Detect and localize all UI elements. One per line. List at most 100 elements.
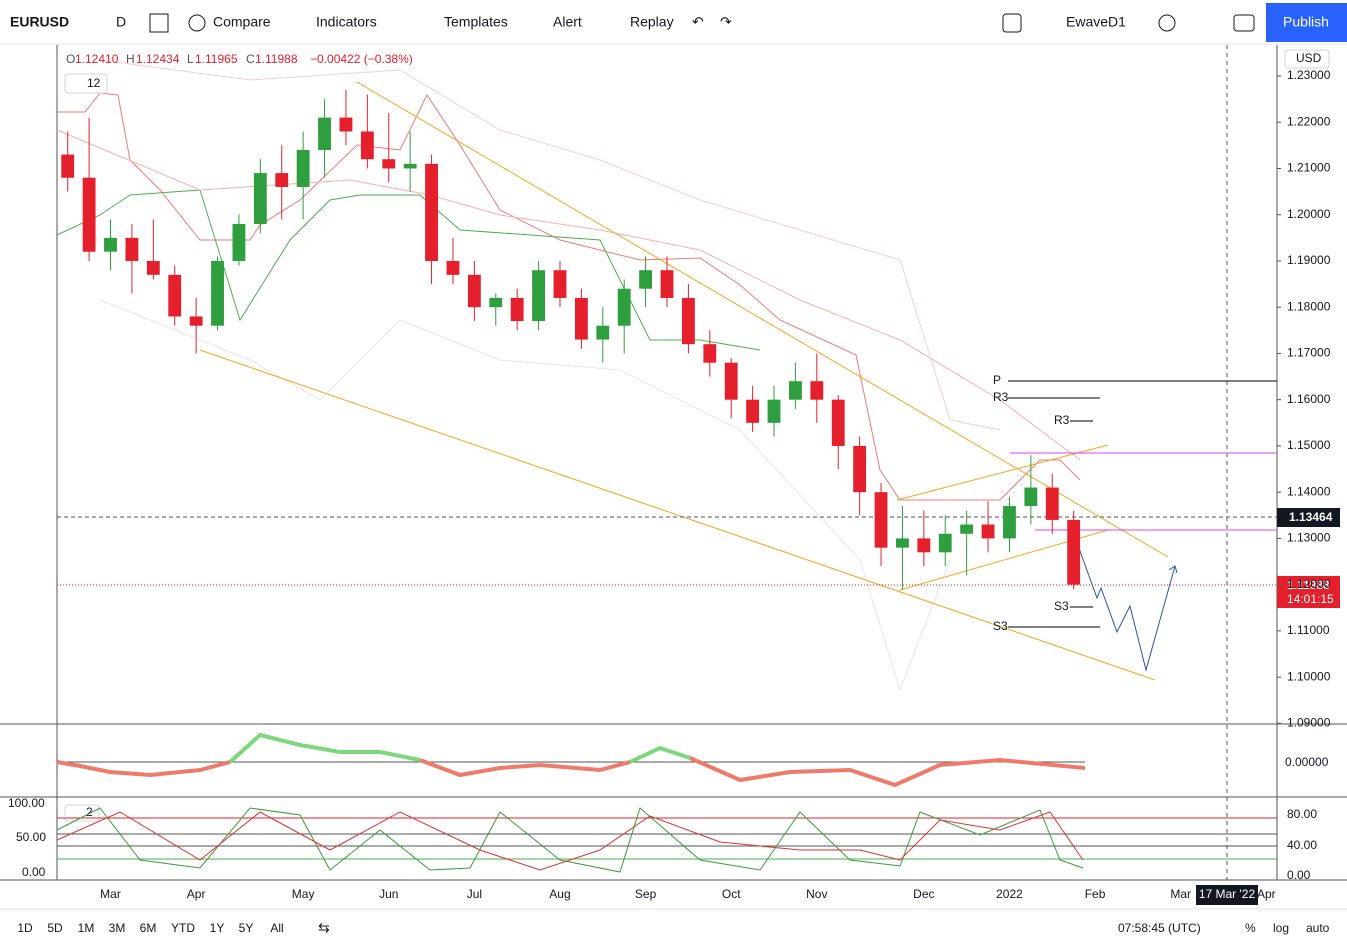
ohlc-value: 1.11988 [255, 52, 298, 66]
oscillator-line [419, 758, 631, 778]
snapshot-button[interactable] [1233, 14, 1255, 32]
clock: 07:58:45 (UTC) [1118, 921, 1201, 935]
candle-body [232, 223, 246, 261]
candle-body [938, 533, 952, 553]
trendline [199, 349, 1156, 681]
x-tick-label: Oct [722, 887, 741, 901]
y-tick-label: 1.11000 [1287, 623, 1330, 637]
candle-body [724, 362, 738, 400]
compare-button[interactable]: Compare [213, 14, 271, 30]
x-tick-label: Dec [913, 887, 934, 901]
candle-body [360, 131, 374, 160]
publish-button[interactable] [1266, 3, 1347, 42]
candle-body [917, 538, 931, 553]
stochastic-line [56, 811, 1084, 871]
oscillator-line [56, 760, 231, 778]
redo-button[interactable]: ↷ [720, 14, 732, 30]
green-trailing-line [56, 189, 761, 351]
candle-body [189, 316, 203, 326]
undo-button[interactable]: ↶ [692, 14, 704, 30]
stochastic-count: 2 [86, 805, 93, 819]
oscillator-line [689, 756, 1086, 788]
range-button[interactable]: 5Y [239, 921, 254, 935]
candle-body [596, 325, 610, 340]
ohlc-label: C [246, 52, 255, 66]
candle-body [574, 297, 588, 340]
auto-toggle[interactable]: auto [1306, 921, 1330, 935]
candle-body [896, 538, 909, 548]
pivot-label: R3 [993, 390, 1009, 404]
candle-body [831, 399, 845, 446]
candle-body [403, 163, 417, 169]
crosshair-price: 1.13464 [1289, 510, 1333, 524]
oscillator-line [228, 732, 421, 764]
band-upper [99, 59, 1001, 431]
percent-toggle[interactable]: % [1245, 921, 1256, 935]
candle-body [61, 154, 75, 178]
x-tick-label: Mar [1170, 887, 1191, 901]
y-tick-label: 1.20000 [1287, 207, 1331, 221]
layout-name[interactable]: EwaveD1 [1066, 14, 1126, 30]
x-tick-label: Jun [379, 887, 398, 901]
crosshair-price-tag [1277, 508, 1340, 527]
candle-body [532, 270, 545, 322]
candle-body [211, 260, 224, 326]
layout-icon[interactable] [1002, 13, 1022, 33]
y-tick-label: 1.21000 [1287, 161, 1331, 175]
range-button[interactable]: 1Y [210, 921, 225, 935]
top-toolbar: EURUSD D Compare Indicators Templates Al… [0, 3, 1347, 45]
x-tick-label: Apr [187, 887, 206, 901]
pivot-label: P [993, 373, 1001, 387]
change: −0.00422 (−0.38%) [310, 52, 413, 66]
date-range-button[interactable]: ⇆ [318, 920, 330, 936]
candle-body [981, 524, 995, 539]
candle-body [446, 260, 460, 275]
candle-body [275, 173, 289, 187]
projection-arrow [1168, 565, 1178, 574]
ohlc-value: 1.12410 [75, 52, 119, 66]
currency-button[interactable] [1284, 49, 1330, 69]
cursor-date-tag [1196, 885, 1258, 905]
indicator-toggle[interactable] [64, 73, 108, 94]
range-button[interactable]: All [270, 921, 283, 935]
x-tick-label: Apr [1257, 887, 1276, 901]
x-tick-label: Sep [635, 887, 657, 901]
candle-body [617, 288, 631, 326]
compare-icon [188, 14, 206, 32]
stoch-left-tick: 0.00 [22, 865, 46, 879]
y-tick-label: 1.22000 [1287, 114, 1331, 128]
settings-button[interactable] [1158, 14, 1176, 32]
range-button[interactable]: 1M [78, 921, 95, 935]
indicators-button[interactable]: Indicators [316, 14, 377, 30]
candle-body [960, 524, 974, 534]
stoch-right-tick: 40.00 [1287, 838, 1317, 852]
replay-button[interactable]: Replay [630, 14, 674, 30]
indicator-count: 12 [87, 76, 101, 90]
candle-body [553, 270, 567, 298]
x-tick-label: Feb [1085, 887, 1106, 901]
symbol[interactable]: EURUSD [10, 14, 69, 30]
candle-body [1003, 506, 1016, 539]
alert-button[interactable]: Alert [553, 14, 582, 30]
chart-type-icon[interactable] [149, 13, 169, 33]
candle-body [146, 260, 160, 275]
interval[interactable]: D [116, 14, 126, 30]
templates-button[interactable]: Templates [444, 14, 508, 30]
candle-body [104, 237, 117, 252]
ohlc-value: 1.12434 [136, 52, 180, 66]
y-tick-label: 1.23000 [1287, 68, 1331, 82]
log-toggle[interactable]: log [1273, 921, 1289, 935]
range-button[interactable]: 6M [140, 921, 157, 935]
indicator-toggle[interactable] [64, 804, 100, 822]
legend: O 1.12410 H 1.12434 L 1.11965 C 1.11988 … [64, 52, 413, 94]
x-tick-label: Aug [549, 887, 570, 901]
range-button[interactable]: YTD [171, 921, 195, 935]
range-button[interactable]: 5D [47, 921, 63, 935]
candle-body [681, 297, 695, 345]
range-button[interactable]: 1D [17, 921, 33, 935]
ohlc-label: O [66, 52, 75, 66]
red-trailing-line [57, 92, 1081, 501]
x-tick-label: Jul [467, 887, 482, 901]
range-button[interactable]: 3M [109, 921, 126, 935]
